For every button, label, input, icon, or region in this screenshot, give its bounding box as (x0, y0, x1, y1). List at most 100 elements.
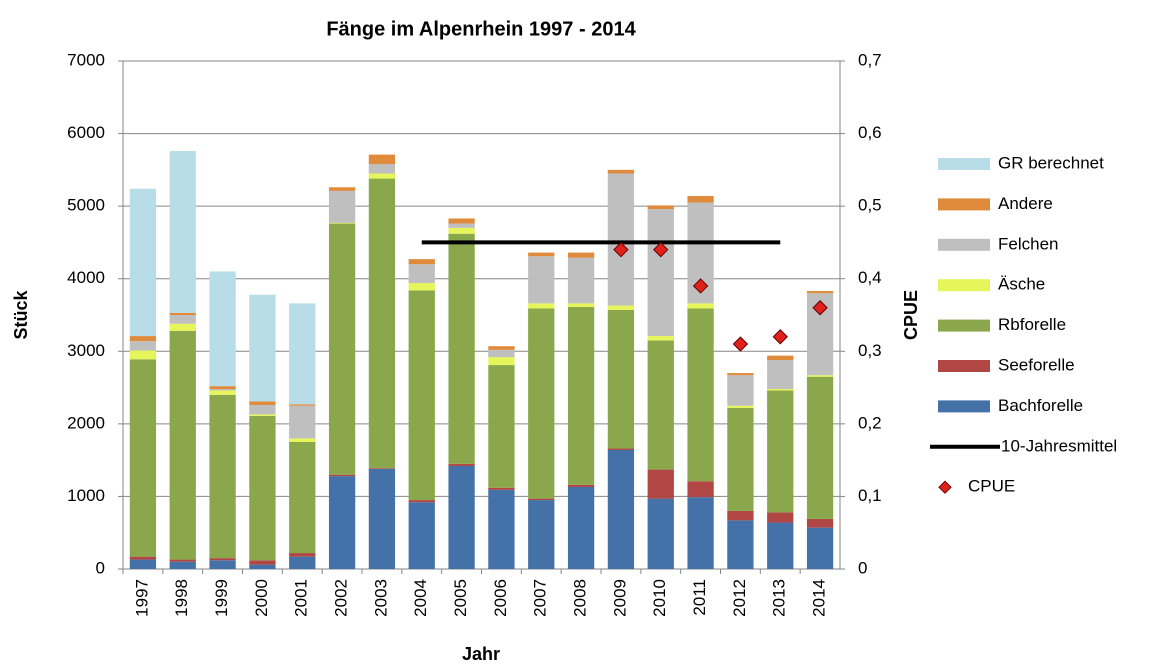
legend-swatch (938, 158, 990, 170)
y2-tick-label: 0,2 (858, 413, 882, 432)
bar (129, 556, 157, 560)
bar (289, 553, 316, 557)
bar (647, 340, 674, 470)
bar (129, 359, 157, 557)
bar (129, 188, 157, 337)
bar (209, 560, 236, 569)
bar (806, 376, 834, 519)
y-tick-label: 4000 (67, 268, 105, 287)
bar (767, 522, 794, 569)
bar (806, 291, 834, 294)
x-tick-label: 2000 (252, 579, 271, 617)
bar (368, 164, 396, 174)
bar (169, 315, 196, 324)
bar (249, 560, 276, 565)
bar (209, 389, 236, 391)
y2-axis-title: CPUE (901, 290, 921, 340)
bar (806, 527, 834, 569)
y-tick-label: 5000 (67, 196, 105, 215)
bar (528, 252, 555, 257)
bar (289, 303, 316, 405)
bar (528, 256, 555, 304)
bar (687, 303, 714, 309)
cpue-marker (732, 336, 749, 352)
bar (647, 209, 674, 337)
bar (727, 407, 754, 511)
bar (368, 178, 396, 469)
bar (607, 448, 635, 450)
x-tick-label: 1998 (172, 579, 191, 617)
bar (169, 150, 196, 313)
bar (488, 346, 515, 350)
y2-tick-label: 0,5 (858, 196, 882, 215)
y2-tick-label: 0,1 (858, 486, 882, 505)
bar (567, 484, 595, 487)
bar (289, 404, 316, 406)
bar (448, 463, 475, 466)
legend-label: 10-Jahresmittel (1001, 436, 1117, 455)
bar (687, 195, 714, 203)
bar (607, 173, 635, 306)
bar (408, 259, 435, 265)
bar (727, 375, 754, 406)
x-tick-label: 2010 (650, 579, 669, 617)
legend-swatch (938, 279, 990, 292)
bar (727, 520, 754, 569)
bar (687, 497, 714, 569)
bar (328, 223, 356, 475)
x-tick-label: 2011 (690, 579, 709, 616)
legend-label: Äsche (998, 275, 1045, 294)
bar (328, 474, 356, 477)
x-tick-label: 2005 (451, 579, 470, 617)
legend-swatch (938, 400, 990, 413)
bar (408, 502, 435, 569)
x-tick-label: 2012 (730, 579, 749, 617)
legend-label: Seeforelle (998, 355, 1075, 374)
x-tick-label: 2002 (332, 579, 351, 617)
legend-label: CPUE (968, 477, 1015, 496)
y2-tick-label: 0,7 (858, 50, 882, 69)
bar (607, 449, 635, 569)
bar (607, 169, 635, 174)
bar (767, 359, 794, 390)
legend-swatch (938, 360, 990, 372)
legend-label: Bachforelle (998, 396, 1083, 415)
y-tick-label: 0 (96, 558, 105, 577)
bar (528, 498, 555, 501)
bar (647, 336, 674, 341)
bar (209, 558, 236, 561)
bar (528, 303, 555, 309)
bar (448, 233, 475, 464)
bar (129, 336, 157, 342)
y2-tick-label: 0 (858, 558, 867, 577)
bar (488, 489, 515, 569)
cpue-marker (772, 329, 788, 345)
y2-tick-label: 0,4 (858, 268, 882, 287)
x-tick-label: 2013 (770, 579, 789, 617)
bar (169, 330, 196, 560)
bar (249, 404, 276, 415)
x-tick-label: 2009 (610, 579, 629, 617)
bar (448, 465, 475, 569)
y2-tick-label: 0,3 (858, 341, 882, 360)
bar (169, 559, 196, 562)
bar (448, 223, 475, 228)
bar (647, 205, 674, 210)
x-tick-label: 2014 (810, 579, 829, 617)
cpue-marker (692, 278, 709, 294)
bar (528, 500, 555, 569)
bar (488, 349, 515, 358)
legend-label: Rbforelle (998, 315, 1066, 334)
y-tick-label: 2000 (67, 413, 105, 432)
bar (448, 227, 475, 234)
x-tick-label: 2004 (411, 579, 430, 617)
bar (408, 264, 435, 284)
bar (368, 468, 396, 569)
bar (328, 222, 356, 224)
x-tick-label: 2008 (571, 579, 590, 617)
bar (687, 481, 714, 498)
bar (767, 512, 794, 523)
bar (328, 187, 356, 191)
